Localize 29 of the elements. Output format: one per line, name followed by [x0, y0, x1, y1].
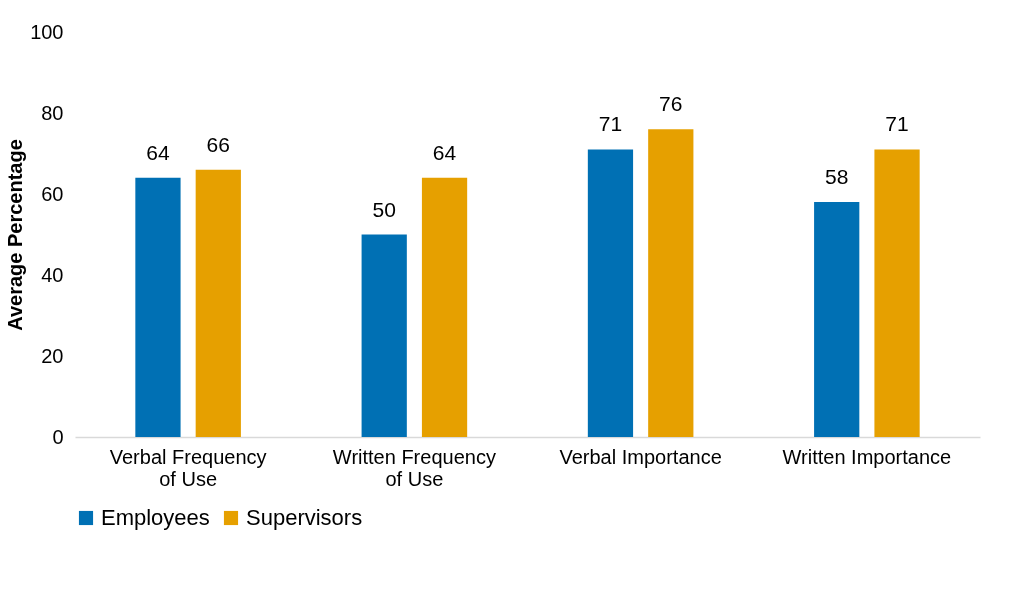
y-tick-label: 0	[52, 425, 64, 448]
x-tick-label: Written Frequency of Use	[332, 445, 496, 490]
y-tick-label: 80	[41, 101, 64, 124]
bar	[135, 177, 181, 437]
bar	[648, 129, 694, 437]
bar	[587, 149, 634, 437]
x-tick-label: Verbal Importance	[559, 445, 722, 468]
x-tick-label: Verbal Frequency of Use	[109, 445, 267, 490]
y-tick-label: 60	[41, 182, 64, 205]
data-label: 66	[206, 132, 230, 156]
bar	[361, 234, 407, 437]
y-axis-title: Average Percentage	[4, 139, 27, 331]
data-label: 76	[659, 92, 683, 116]
data-label: 50	[372, 197, 396, 221]
bar	[874, 149, 920, 437]
bar	[195, 169, 241, 437]
data-label: 64	[146, 140, 170, 164]
y-tick-label: 40	[41, 263, 64, 286]
data-label: 71	[598, 112, 623, 136]
legend-label: Supervisors	[246, 505, 363, 530]
bar	[421, 177, 468, 437]
data-label: 58	[825, 165, 849, 189]
y-tick-label: 20	[41, 344, 64, 367]
y-tick-label: 100	[30, 20, 64, 43]
legend-label: Employees	[101, 505, 210, 530]
data-label: 64	[432, 140, 457, 164]
bar	[814, 202, 860, 437]
data-label: 71	[885, 112, 909, 136]
x-tick-label: Written Importance	[782, 445, 952, 468]
